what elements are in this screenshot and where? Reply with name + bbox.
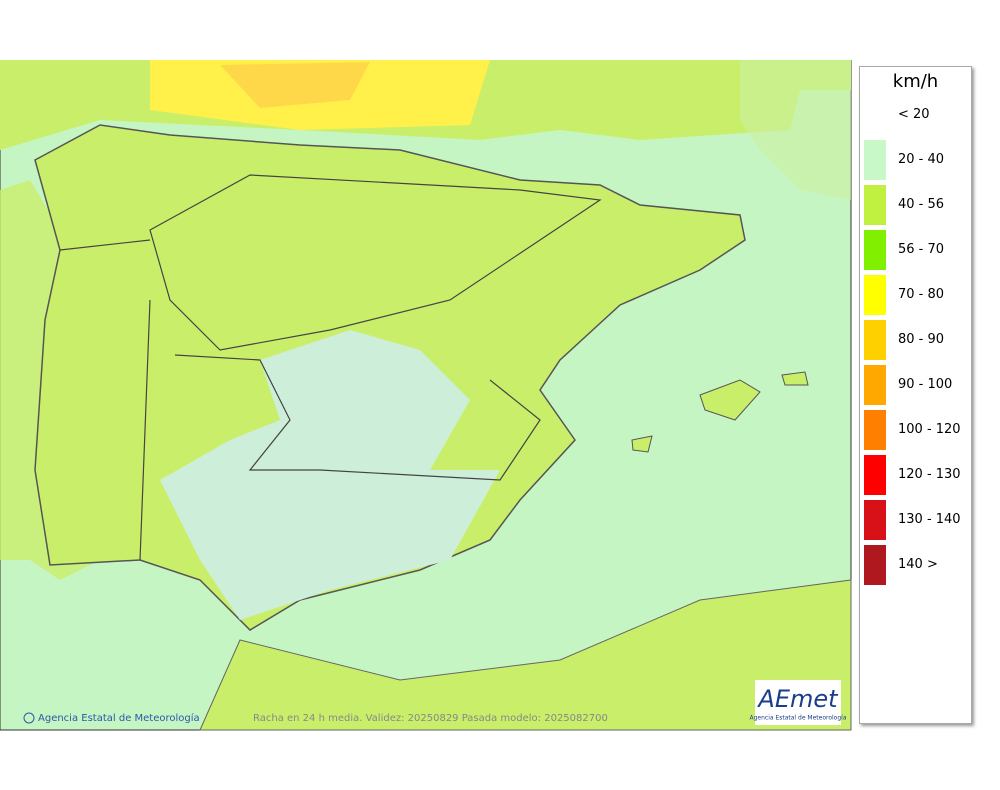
wind-patch [220,62,370,108]
legend-label: 20 - 40 [898,152,945,167]
credit: Agencia Estatal de Meteorología [38,712,200,724]
legend-label: 80 - 90 [898,332,945,347]
legend-swatch [864,410,886,450]
copyright-icon [23,712,35,724]
caption: Racha en 24 h media. Validez: 20250829 P… [253,713,608,724]
legend-swatch [864,230,886,270]
legend-swatch [864,545,886,585]
legend-item: 100 - 120 [864,410,969,450]
legend-label: 40 - 56 [898,197,945,212]
logo-box [755,680,841,725]
legend-item: 40 - 56 [864,185,969,225]
legend-swatch [864,365,886,405]
land [740,60,851,200]
legend: km/h < 20 20 - 40 40 - 56 56 - 70 70 - 80 80 … [859,66,972,724]
legend-label: < 20 [898,107,930,122]
legend-label: 56 - 70 [898,242,945,257]
legend-label: 120 - 130 [898,467,961,482]
legend-item: 140 > [864,545,969,585]
legend-swatch [864,140,886,180]
legend-item: 80 - 90 [864,320,969,360]
legend-label: 130 - 140 [898,512,961,527]
legend-swatch [864,500,886,540]
legend-swatch [864,455,886,495]
legend-item: 90 - 100 [864,365,969,405]
logo-subtitle: Agencia Estatal de Meteorología [750,715,847,722]
legend-item: 120 - 130 [864,455,969,495]
legend-swatch [864,185,886,225]
borders [174,354,541,481]
borders [149,174,602,351]
legend-label: 100 - 120 [898,422,961,437]
interior-low-wind [160,330,500,620]
legend-swatch [864,320,886,360]
legend-label: 70 - 80 [898,287,945,302]
border-portugal [59,239,151,561]
legend-label: 140 > [898,557,938,572]
legend-item: 130 - 140 [864,500,969,540]
legend-item: 70 - 80 [864,275,969,315]
legend-item: < 20 [864,95,969,135]
balearic-islands [631,371,809,453]
logo: AEmet [756,685,839,713]
africa [199,579,852,731]
legend-label: 90 - 100 [898,377,953,392]
legend-item: 20 - 40 [864,140,969,180]
legend-swatch [864,275,886,315]
legend-item: 56 - 70 [864,230,969,270]
map: Agencia Estatal de Meteorología Racha en… [0,60,852,731]
legend-title: km/h [892,71,939,92]
